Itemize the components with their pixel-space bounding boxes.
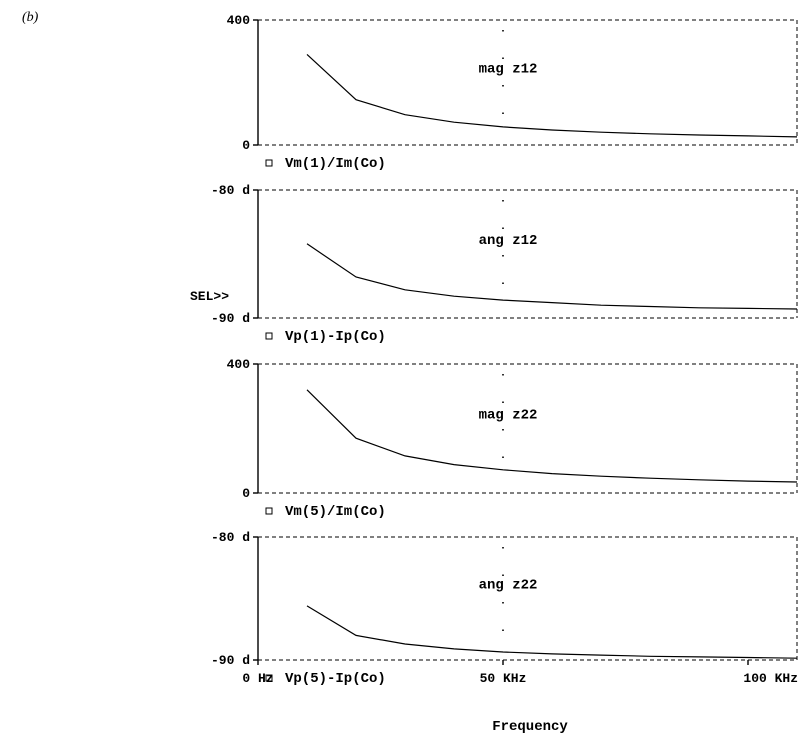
selection-marker: SEL>> [190, 289, 229, 304]
trace-label: Vm(1)/Im(Co) [285, 156, 386, 172]
y-tick-label: -80 d [211, 183, 250, 198]
y-tick-label: -90 d [211, 311, 250, 326]
series-line [306, 53, 798, 138]
series-line [306, 605, 798, 659]
trace-annotation: ang z12 [479, 233, 538, 249]
series-line [306, 243, 798, 310]
trace-annotation: mag z22 [479, 408, 538, 424]
legend-square [265, 674, 273, 682]
series-line [306, 389, 798, 483]
legend-square [265, 159, 273, 167]
y-tick-label: 0 [242, 486, 250, 501]
trace-annotation: mag z12 [479, 62, 538, 78]
x-tick-label: 0 Hz [242, 671, 273, 686]
trace-label: Vm(5)/Im(Co) [285, 504, 386, 520]
y-tick-label: -90 d [211, 653, 250, 668]
trace-label: Vp(5)-Ip(Co) [285, 671, 386, 687]
y-tick-label: -80 d [211, 530, 250, 545]
y-tick-label: 400 [227, 357, 251, 372]
y-tick-label: 400 [227, 13, 251, 28]
trace-annotation: ang z22 [479, 578, 538, 594]
x-tick-label: 50 KHz [480, 671, 527, 686]
x-tick-label: 100 KHz [743, 671, 798, 686]
figure-label: (b) [22, 10, 39, 25]
legend-square [265, 332, 273, 340]
legend-square [265, 507, 273, 515]
x-axis-label: Frequency [492, 719, 568, 735]
y-tick-label: 0 [242, 138, 250, 153]
trace-label: Vp(1)-Ip(Co) [285, 329, 386, 345]
